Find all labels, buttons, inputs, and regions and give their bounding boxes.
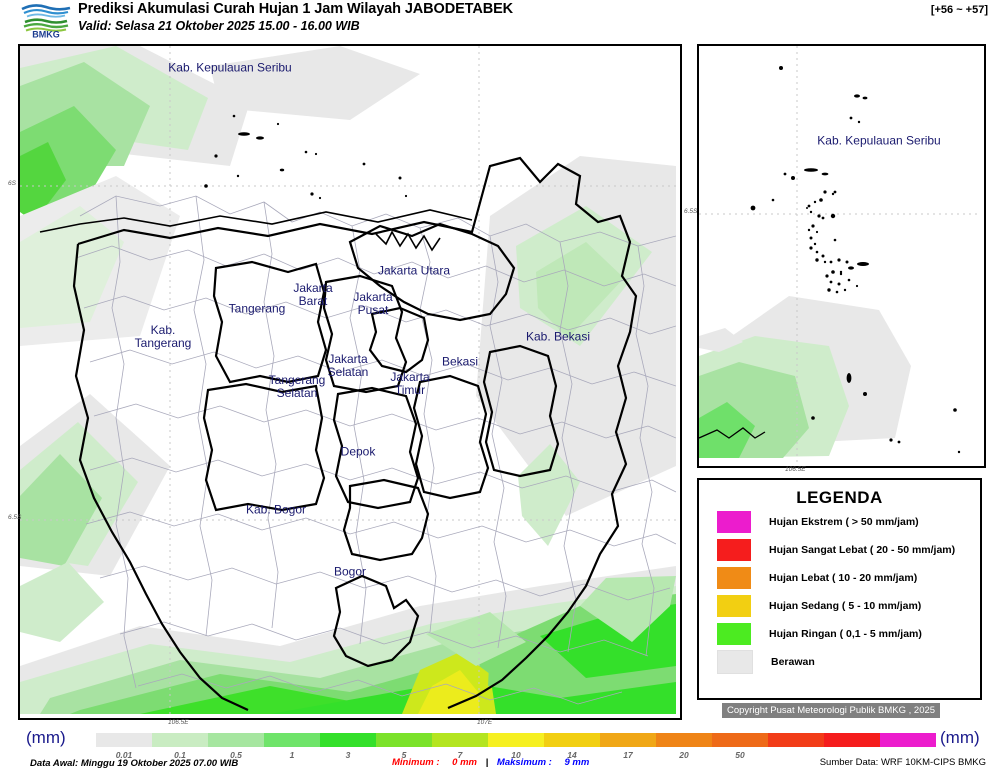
maximum-label: Maksimum : bbox=[496, 757, 552, 768]
inset-map-canvas bbox=[699, 46, 980, 462]
minmax-separator: | bbox=[485, 757, 489, 768]
legend-label-1: Hujan Sangat Lebat ( 20 - 50 mm/jam) bbox=[769, 544, 956, 556]
colorbar-tick-10: 10 bbox=[511, 750, 521, 760]
colorbar-segment-3 bbox=[264, 733, 320, 747]
legend-label-4: Hujan Ringan ( 0,1 - 5 mm/jam) bbox=[769, 628, 922, 640]
forecast-hour-range: [+56 ~ +57] bbox=[930, 4, 988, 16]
legend-swatch-5 bbox=[717, 650, 753, 674]
precip-shading-layer bbox=[20, 46, 676, 714]
main-map-lat-tick-6S: 6S bbox=[8, 180, 16, 187]
colorbar-segment-9 bbox=[600, 733, 656, 747]
data-source-text: Sumber Data: WRF 10KM-CIPS BMKG bbox=[819, 757, 986, 768]
colorbar-tick-1: 1 bbox=[289, 750, 295, 760]
legend-swatch-4 bbox=[717, 623, 751, 645]
legend-item-1: Hujan Sangat Lebat ( 20 - 50 mm/jam) bbox=[717, 536, 980, 564]
inset-graticule bbox=[699, 46, 980, 462]
bmkg-logo-text: BMKG bbox=[32, 30, 60, 39]
legend-title: LEGENDA bbox=[796, 488, 883, 507]
colorbar-tick-0.01: 0.01 bbox=[115, 750, 133, 760]
colorbar-segment-12 bbox=[768, 733, 824, 747]
colorbar-segment-2 bbox=[208, 733, 264, 747]
graticule-lines bbox=[20, 46, 676, 714]
min-max-text: Minimum : 0 mm | Maksimum : 9 mm bbox=[392, 757, 589, 768]
colorbar-unit-left: (mm) bbox=[26, 728, 66, 747]
inset-lat-tick-6.5S: 6.5S bbox=[684, 208, 698, 215]
colorbar-segment-11 bbox=[712, 733, 768, 747]
main-map-lon-tick-107E: 107E bbox=[477, 719, 493, 726]
data-awal-text: Data Awal: Minggu 19 Oktober 2025 07.00 … bbox=[30, 758, 239, 769]
colorbar-tick-20: 20 bbox=[679, 750, 689, 760]
legend-label-3: Hujan Sedang ( 5 - 10 mm/jam) bbox=[769, 600, 922, 612]
colorbar-tick-17: 17 bbox=[623, 750, 633, 760]
main-map-lat-tick-6.5S: 6.5S bbox=[8, 514, 22, 521]
colorbar-tick-14: 14 bbox=[567, 750, 577, 760]
district-boundaries bbox=[72, 156, 638, 711]
valid-time-text: Valid: Selasa 21 Oktober 2025 15.00 - 16… bbox=[78, 19, 360, 33]
colorbar-tick-5: 5 bbox=[401, 750, 407, 760]
legend-label-5: Berawan bbox=[771, 656, 815, 668]
legend-panel: LEGENDA Hujan Ekstrem ( > 50 mm/jam) Huja… bbox=[697, 478, 982, 700]
minimum-value: 0 mm bbox=[452, 757, 477, 768]
colorbar-segment-14 bbox=[880, 733, 936, 747]
inset-precip-shading bbox=[699, 296, 911, 458]
legend-swatch-3 bbox=[717, 595, 751, 617]
minimum-label: Minimum : bbox=[392, 757, 440, 768]
colorbar-segment-4 bbox=[320, 733, 376, 747]
maximum-value: 9 mm bbox=[564, 757, 590, 768]
main-forecast-map[interactable]: Kab. Kepulauan Seribu Kab. Tangerang Tange… bbox=[18, 44, 682, 720]
legend-item-3: Hujan Sedang ( 5 - 10 mm/jam) bbox=[717, 592, 980, 620]
legend-swatch-1 bbox=[717, 539, 751, 561]
legend-item-5: Berawan bbox=[717, 648, 980, 676]
inset-coastline bbox=[699, 427, 766, 439]
colorbar-segment-13 bbox=[824, 733, 880, 747]
colorbar-segment-7 bbox=[488, 733, 544, 747]
colorbar-segment-5 bbox=[376, 733, 432, 747]
colorbar-unit-right: (mm) bbox=[940, 728, 980, 747]
precipitation-colorbar bbox=[96, 733, 936, 747]
colorbar-tick-0.1: 0.1 bbox=[174, 750, 186, 760]
colorbar-tick-0.5: 0.5 bbox=[230, 750, 242, 760]
thousand-islands bbox=[204, 114, 408, 200]
coastline bbox=[39, 209, 473, 252]
bmkg-logo-icon: BMKG bbox=[18, 2, 74, 40]
legend-item-4: Hujan Ringan ( 0,1 - 5 mm/jam) bbox=[717, 620, 980, 648]
inset-lon-tick-106.5E: 106.5E bbox=[785, 466, 806, 473]
colorbar-segment-8 bbox=[544, 733, 600, 747]
colorbar-segment-6 bbox=[432, 733, 488, 747]
subdistrict-boundaries bbox=[75, 195, 676, 705]
legend-item-2: Hujan Lebat ( 10 - 20 mm/jam) bbox=[717, 564, 980, 592]
colorbar-segment-0 bbox=[96, 733, 152, 747]
inset-islands bbox=[750, 66, 961, 454]
legend-label-2: Hujan Lebat ( 10 - 20 mm/jam) bbox=[769, 572, 918, 584]
legend-swatch-2 bbox=[717, 567, 751, 589]
legend-item-0: Hujan Ekstrem ( > 50 mm/jam) bbox=[717, 508, 980, 536]
legend-rows: Hujan Ekstrem ( > 50 mm/jam) Hujan Sangat… bbox=[699, 508, 980, 676]
copyright-notice: Copyright Pusat Meteorologi Publik BMKG … bbox=[722, 703, 941, 718]
page-title: Prediksi Akumulasi Curah Hujan 1 Jam Wil… bbox=[78, 1, 514, 17]
main-map-lon-tick-106.5E: 106.5E bbox=[168, 719, 189, 726]
colorbar-tick-7: 7 bbox=[457, 750, 463, 760]
colorbar-tick-50: 50 bbox=[735, 750, 745, 760]
main-map-canvas bbox=[20, 46, 676, 714]
colorbar-segment-10 bbox=[656, 733, 712, 747]
colorbar-segment-1 bbox=[152, 733, 208, 747]
legend-label-0: Hujan Ekstrem ( > 50 mm/jam) bbox=[769, 516, 919, 528]
inset-map-kepulauan-seribu[interactable]: Kab. Kepulauan Seribu bbox=[697, 44, 986, 468]
legend-swatch-0 bbox=[717, 511, 751, 533]
colorbar-tick-3: 3 bbox=[345, 750, 351, 760]
page-header: BMKG Prediksi Akumulasi Curah Hujan 1 Ja… bbox=[0, 0, 1000, 40]
